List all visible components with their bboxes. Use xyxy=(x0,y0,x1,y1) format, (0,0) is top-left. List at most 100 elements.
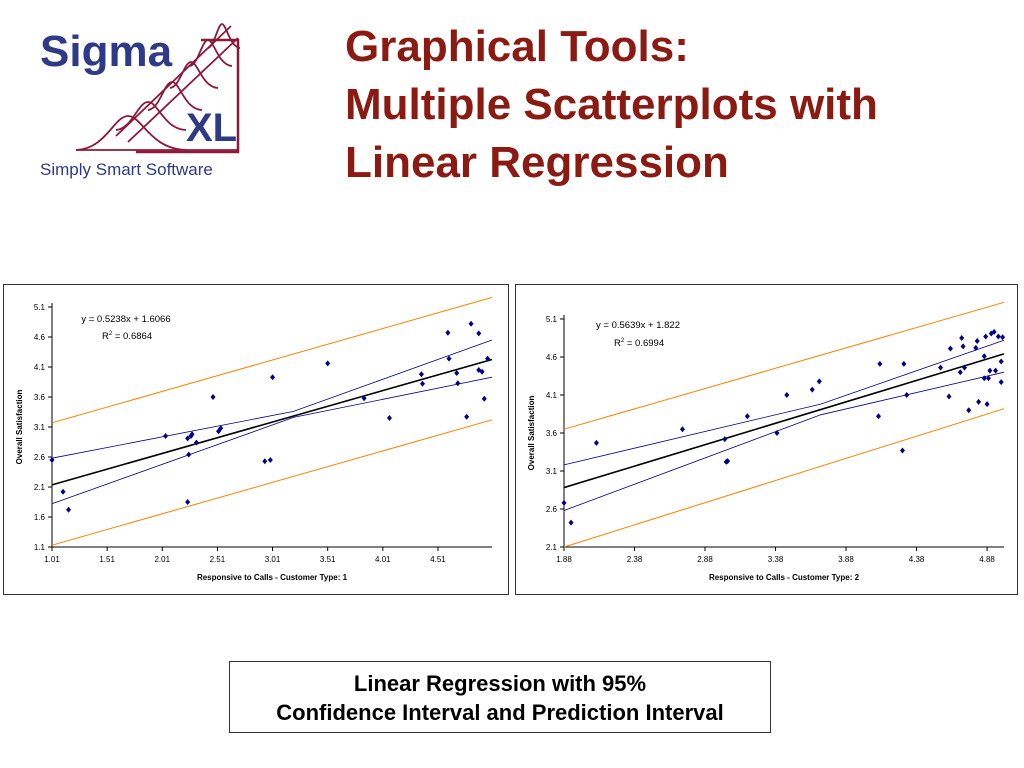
data-point xyxy=(361,395,367,402)
x-tick-label: 3.01 xyxy=(265,555,281,564)
logo-curves xyxy=(75,23,241,151)
y-tick-label: 2.1 xyxy=(34,483,46,492)
y-tick-label: 4.6 xyxy=(34,333,46,342)
data-point xyxy=(976,398,982,405)
data-point xyxy=(960,343,966,350)
data-point xyxy=(454,370,460,376)
data-point xyxy=(993,367,999,374)
scatterplot-customer-type-1: 1.1 1.6 2.1 2.6 3.1 3.6 4.1 4.6 5.1 1.01 1.51 2.01 2… xyxy=(3,284,509,595)
y-axis-label: Overall Satisfaction xyxy=(527,396,536,471)
data-point xyxy=(325,360,331,367)
title-line-2: Multiple Scatterplots with xyxy=(345,80,878,129)
page-title: Graphical Tools: Multiple Scatterplots w… xyxy=(345,18,1005,192)
r-squared-label: R2 = 0.6994 xyxy=(614,338,664,349)
x-tick-label: 1.88 xyxy=(556,555,572,564)
data-point xyxy=(49,457,55,463)
data-point xyxy=(561,499,567,506)
data-point xyxy=(946,393,952,400)
y-tick-label: 5.1 xyxy=(546,315,558,324)
x-tick-label: 4.51 xyxy=(430,555,446,564)
y-tick-label: 2.6 xyxy=(34,453,46,462)
data-point xyxy=(901,360,907,367)
y-tick-label: 2.6 xyxy=(546,505,558,514)
data-point xyxy=(464,413,470,420)
x-tick-label: 2.38 xyxy=(627,555,643,564)
data-point xyxy=(679,426,685,433)
title-line-1: Graphical Tools: xyxy=(345,22,689,71)
data-point xyxy=(66,506,72,513)
data-point xyxy=(981,353,987,360)
scatterplot-1-canvas: 1.1 1.6 2.1 2.6 3.1 3.6 4.1 4.6 5.1 1.01 1.51 2.01 2… xyxy=(15,296,493,582)
x-tick-label: 3.88 xyxy=(838,555,854,564)
regression-line xyxy=(563,353,1005,489)
y-tick-label: 3.1 xyxy=(546,467,558,476)
data-point xyxy=(262,458,268,465)
x-tick-label: 3.38 xyxy=(768,555,784,564)
data-point xyxy=(947,345,953,352)
data-point xyxy=(991,328,997,335)
data-point xyxy=(981,375,987,382)
x-tick-label: 1.01 xyxy=(44,555,60,564)
data-point xyxy=(479,368,485,375)
y-tick-label: 4.1 xyxy=(546,391,558,400)
data-point xyxy=(386,415,392,421)
data-point xyxy=(722,436,728,443)
data-point xyxy=(193,439,199,446)
y-tick-label: 3.6 xyxy=(34,393,46,402)
data-point xyxy=(983,333,989,340)
data-point xyxy=(962,364,968,371)
x-tick-label: 2.01 xyxy=(154,555,170,564)
logo-brand-bottom: XL xyxy=(186,106,237,150)
data-point xyxy=(60,488,66,495)
data-point xyxy=(568,519,574,526)
y-tick-label: 3.6 xyxy=(546,429,558,438)
data-point xyxy=(1000,334,1006,341)
data-point xyxy=(904,392,910,398)
y-tick-label: 2.1 xyxy=(546,543,558,552)
data-point xyxy=(899,447,905,454)
confidence-interval-upper xyxy=(563,339,1005,466)
prediction-interval-lower xyxy=(563,408,1005,548)
x-tick-label: 4.01 xyxy=(375,555,391,564)
data-point xyxy=(995,333,1001,340)
x-tick-label: 2.88 xyxy=(697,555,713,564)
caption-line-1: Linear Regression with 95% xyxy=(353,671,647,696)
data-point xyxy=(418,371,424,378)
data-point xyxy=(816,378,822,385)
data-point xyxy=(593,439,599,446)
data-point xyxy=(959,335,965,341)
data-point xyxy=(875,413,881,420)
data-point xyxy=(966,407,972,414)
data-point xyxy=(420,380,426,387)
data-point xyxy=(877,360,883,367)
y-tick-label: 4.6 xyxy=(546,353,558,362)
x-axis-label: Responsive to Calls - Customer Type: 2 xyxy=(709,573,860,582)
y-tick-label: 5.1 xyxy=(34,303,46,312)
x-axis-label: Responsive to Calls - Customer Type: 1 xyxy=(197,573,348,582)
data-point xyxy=(163,433,169,439)
data-point xyxy=(481,395,487,402)
data-point xyxy=(446,355,452,362)
logo-tagline: Simply Smart Software xyxy=(40,160,213,179)
data-point xyxy=(218,425,224,432)
data-point xyxy=(744,413,750,420)
confidence-interval-upper xyxy=(51,339,493,459)
data-point xyxy=(998,358,1004,365)
y-tick-label: 4.1 xyxy=(34,363,46,372)
caption-box: Linear Regression with 95% Confidence In… xyxy=(229,661,771,733)
data-point xyxy=(485,355,491,362)
data-point xyxy=(468,320,474,327)
data-point xyxy=(957,369,963,376)
scatterplot-customer-type-2: 2.1 2.6 3.1 3.6 4.1 4.6 5.1 1.88 2.38 2.88 3.38 3.8… xyxy=(515,284,1018,595)
data-point xyxy=(784,392,790,398)
data-point xyxy=(984,401,990,408)
data-point xyxy=(210,394,216,400)
r-squared-label: R2 = 0.6864 xyxy=(102,331,152,342)
data-point xyxy=(189,431,195,438)
title-line-3: Linear Regression xyxy=(345,138,729,187)
x-tick-label: 1.51 xyxy=(99,555,115,564)
data-point xyxy=(985,375,991,382)
x-tick-label: 3.51 xyxy=(320,555,336,564)
x-tick-label: 4.38 xyxy=(909,555,925,564)
data-point xyxy=(974,338,980,345)
